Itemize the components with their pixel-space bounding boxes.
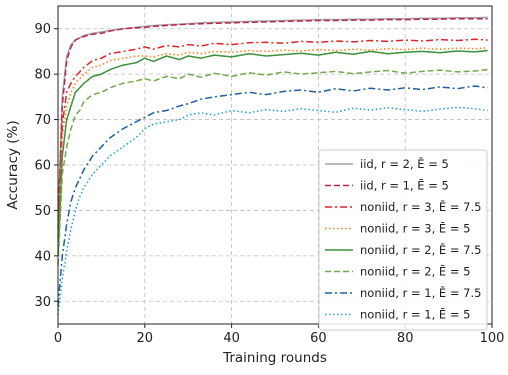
y-tick-label: 90 <box>34 22 51 37</box>
x-tick-label: 80 <box>397 331 414 346</box>
legend-entry: noniid, r = 1, Ē = 5 <box>360 308 470 322</box>
legend-entry: noniid, r = 2, Ē = 5 <box>360 265 470 279</box>
series-line <box>57 47 488 247</box>
legend-entry: noniid, r = 2, Ē = 7.5 <box>360 243 481 257</box>
x-axis-label: Training rounds <box>222 350 327 366</box>
legend-entry: iid, r = 2, Ē = 5 <box>360 157 449 171</box>
legend: iid, r = 2, Ē = 5 iid, r = 1, Ē = 5 noniid… <box>318 149 488 331</box>
series-line <box>57 85 488 306</box>
series-line <box>57 68 488 265</box>
legend-entry: iid, r = 1, Ē = 5 <box>360 179 449 193</box>
x-tick-label: 100 <box>480 331 505 346</box>
y-axis-label: Accuracy (%) <box>5 120 21 209</box>
legend-box <box>318 149 488 331</box>
x-tick-label: 0 <box>54 331 62 346</box>
y-tick-label: 60 <box>34 159 51 174</box>
legend-entry: noniid, r = 1, Ē = 7.5 <box>360 286 481 300</box>
y-tick-label: 70 <box>34 113 51 128</box>
series-line <box>57 49 488 256</box>
legend-entry: noniid, r = 3, Ē = 7.5 <box>360 200 481 214</box>
y-tick-label: 50 <box>34 204 51 219</box>
series-line <box>57 17 488 229</box>
x-tick-label: 40 <box>223 331 240 346</box>
series-lines <box>57 16 488 315</box>
x-tick-label: 20 <box>137 331 154 346</box>
y-tick-label: 40 <box>34 249 51 264</box>
y-tick-label: 30 <box>34 295 51 310</box>
legend-entry: noniid, r = 3, Ē = 5 <box>360 222 470 236</box>
y-tick-label: 80 <box>34 68 51 83</box>
axis-ticks: 0 20 40 60 80 100 30 40 50 60 70 80 90 <box>34 22 504 346</box>
x-tick-label: 60 <box>310 331 327 346</box>
